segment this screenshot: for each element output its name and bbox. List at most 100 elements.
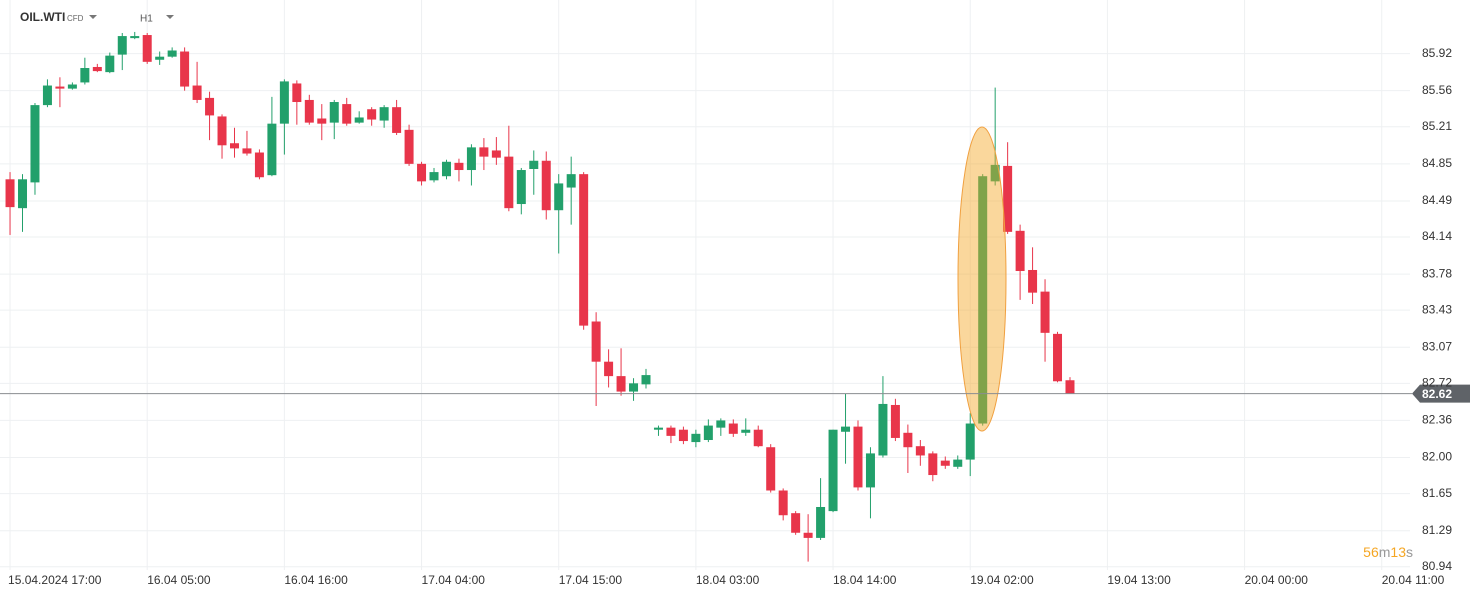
candle-body [367,109,377,120]
candle-body [5,179,15,208]
candle-body [205,97,215,116]
countdown: 56m13s [1363,544,1413,560]
y-tick-label: 85.21 [1422,119,1452,133]
candle-body [516,170,526,205]
candle-body [629,383,639,392]
candle-body [741,429,751,433]
candle-body [865,453,875,488]
candle-body [55,86,65,89]
candle-body [766,447,776,491]
x-tick-label: 19.04 13:00 [1107,573,1171,587]
candle-body [591,321,601,362]
candle-body [317,118,327,124]
y-tick-label: 83.78 [1422,266,1452,280]
candle-body [267,123,277,176]
timeframe[interactable]: H1 [140,14,153,25]
candle-body [454,162,464,171]
candle-body [903,432,913,448]
x-tick-label: 20.04 00:00 [1245,573,1309,587]
y-tick-label: 81.65 [1422,486,1452,500]
candle-body [566,174,576,188]
candle-body [242,148,252,154]
candle-body [940,460,950,466]
candle-body [1015,230,1025,272]
y-tick-label: 82.72 [1422,376,1452,390]
x-tick-label: 17.04 15:00 [559,573,623,587]
candle-body [155,56,165,60]
candle-body [192,85,202,100]
y-tick-label: 84.85 [1422,156,1452,170]
x-tick-label: 16.04 16:00 [284,573,348,587]
candle-body [853,426,863,488]
symbol-dropdown[interactable] [89,15,97,19]
candle-body [691,433,701,443]
candle-body [604,361,614,377]
candle-body [915,446,925,456]
candle-body [965,423,975,460]
candle-body [579,174,589,326]
y-tick-label: 81.29 [1422,523,1452,537]
candle-body [130,36,140,39]
candle-body [778,490,788,516]
candle-body [953,459,963,467]
x-tick-label: 15.04.2024 17:00 [8,573,102,587]
candle-body [142,35,152,62]
last-price-box [1412,384,1470,403]
highlight-ellipse [957,126,1007,432]
candle-body [80,68,90,83]
y-tick-label: 85.56 [1422,83,1452,97]
y-tick-label: 84.14 [1422,229,1452,243]
candle-body [254,152,264,178]
candle-body [753,429,763,447]
candle-body [229,143,239,149]
candle-body [354,117,364,123]
candle-body [18,179,28,209]
candle-body [504,156,514,209]
candle-body [217,116,227,146]
candles [5,31,1075,562]
x-tick-label: 19.04 02:00 [970,573,1034,587]
candle-body [728,423,738,434]
candle-body [67,84,77,89]
countdown-part: s [1406,544,1413,560]
candle-body [417,163,427,182]
y-tick-label: 80.94 [1422,559,1452,573]
candle-body [117,36,127,55]
candle-body [554,183,564,211]
candle-body [990,164,1000,182]
candle-body [167,50,177,57]
candle-body [30,105,40,183]
candle-body [816,506,826,538]
candle-body [304,99,314,123]
candle-body [441,161,451,177]
y-tick-label: 85.92 [1422,46,1452,60]
countdown-part: m [1379,544,1391,560]
countdown-part: 13 [1390,544,1406,560]
candle-body [703,425,713,441]
candle-body [1053,333,1063,382]
candle-body [828,429,838,512]
symbol[interactable]: OIL.WTI [20,10,65,24]
candle-body [803,532,813,538]
y-tick-label: 83.43 [1422,302,1452,316]
x-tick-label: 17.04 04:00 [422,573,486,587]
candle-body [392,107,402,133]
overlay: 82.62 [0,384,1470,403]
x-tick-label: 18.04 14:00 [833,573,897,587]
x-tick-label: 18.04 03:00 [696,573,760,587]
candle-body [616,376,626,392]
candle-body [479,147,489,157]
candle-body [1040,291,1050,333]
candle-body [1003,165,1013,232]
candle-body [279,81,289,124]
candle-body [491,150,501,158]
y-tick-label: 82.36 [1422,413,1452,427]
timeframe-dropdown[interactable] [166,15,174,19]
candle-body [716,420,726,428]
candle-body [978,176,988,424]
candle-body [841,426,851,432]
y-tick-label: 84.49 [1422,193,1452,207]
